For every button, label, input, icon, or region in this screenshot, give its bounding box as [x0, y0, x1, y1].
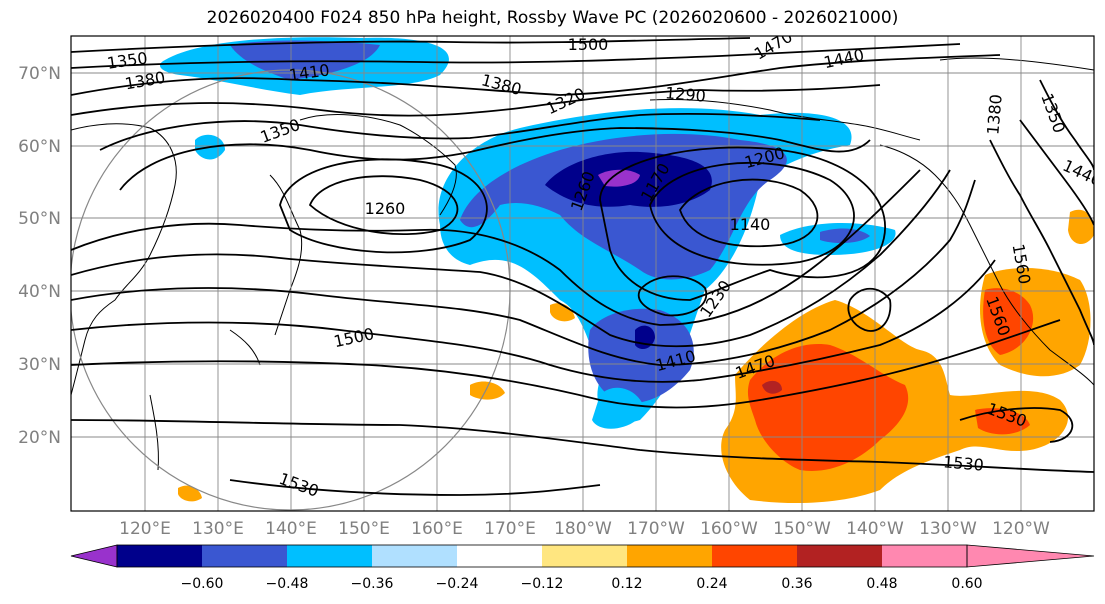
lat-label: 70°N — [18, 64, 61, 84]
colorbar-segment — [627, 545, 712, 567]
lat-label: 40°N — [18, 282, 61, 302]
contour-label: 1290 — [664, 83, 706, 105]
lon-label: 130°W — [919, 519, 977, 539]
colorbar-segment — [542, 545, 627, 567]
colorbar-extend-low — [70, 544, 118, 568]
colorbar-tick-label: −0.12 — [521, 576, 564, 592]
latitude-labels: 70°N 60°N 50°N 40°N 30°N 20°N — [18, 64, 61, 448]
colorbar-tick-label: 0.48 — [866, 576, 897, 592]
colorbar-segment — [202, 545, 287, 567]
colorbar-segment — [372, 545, 457, 567]
lat-label: 50°N — [18, 209, 61, 229]
negative-anomaly-shading — [160, 37, 896, 429]
height-contours — [71, 37, 1094, 496]
shade-neg-south — [592, 387, 645, 429]
shade-pos-small-1 — [470, 381, 505, 400]
colorbar-tick-label: 0.60 — [951, 576, 982, 592]
colorbar-segment — [287, 545, 372, 567]
shade-neg-east-mid — [820, 228, 870, 244]
shade-neg-arctic-mid — [230, 40, 380, 80]
colorbar-tick-label: 0.36 — [781, 576, 812, 592]
lat-label: 20°N — [18, 428, 61, 448]
lon-label: 120°E — [119, 519, 171, 539]
shade-pos-small-2 — [550, 303, 575, 322]
shade-pos-mid-se — [975, 408, 1030, 435]
colorbar-segment — [457, 545, 542, 567]
lon-label: 170°W — [627, 519, 685, 539]
map-title: 2026020400 F024 850 hPa height, Rossby W… — [206, 8, 899, 28]
map-frame — [70, 35, 1095, 512]
colorbar-tick-label: −0.24 — [436, 576, 479, 592]
shade-pos-mid-east-pacific — [747, 344, 909, 471]
lon-label: 160°W — [700, 519, 758, 539]
map-area: 1500 1470 1440 1350 1410 1380 1380 1320 … — [71, 35, 1094, 511]
colorbar-segment — [882, 545, 967, 567]
lat-label: 60°N — [18, 137, 61, 157]
lon-label: 180°W — [554, 519, 612, 539]
contour-label: 1530 — [942, 452, 984, 474]
shade-pos-dark-core — [762, 380, 782, 394]
colorbar: −0.60 −0.48 −0.36 −0.24 −0.12 0.12 0.24 … — [70, 544, 1095, 592]
colorbar-tick-label: −0.60 — [181, 576, 224, 592]
colorbar-ticks: −0.60 −0.48 −0.36 −0.24 −0.12 0.12 0.24 … — [181, 576, 983, 592]
contour-label: 1500 — [568, 35, 609, 54]
lon-label: 130°E — [192, 519, 244, 539]
lon-label: 140°W — [846, 519, 904, 539]
shade-neg-max — [598, 169, 640, 187]
colorbar-tick-label: −0.36 — [351, 576, 394, 592]
contour-label: 1380 — [983, 93, 1005, 135]
colorbar-extend-high — [966, 544, 1095, 568]
lon-label: 160°E — [411, 519, 463, 539]
lon-label: 150°W — [773, 519, 831, 539]
colorbar-tick-label: 0.12 — [611, 576, 642, 592]
lon-label: 170°E — [484, 519, 536, 539]
lat-label: 30°N — [18, 355, 61, 375]
lon-label: 120°W — [992, 519, 1050, 539]
contour-label: 1260 — [365, 199, 406, 218]
colorbar-tick-label: −0.48 — [266, 576, 309, 592]
lon-label: 140°E — [265, 519, 317, 539]
contour-label: 1140 — [730, 215, 771, 234]
longitude-labels: 120°E 130°E 140°E 150°E 160°E 170°E 180°… — [119, 519, 1050, 539]
lon-label: 150°E — [338, 519, 390, 539]
colorbar-segment — [117, 545, 202, 567]
reference-circle — [71, 69, 511, 511]
colorbar-tick-label: 0.24 — [696, 576, 727, 592]
colorbar-segment — [712, 545, 797, 567]
colorbar-segment — [797, 545, 882, 567]
colorbar-outline — [116, 544, 968, 568]
